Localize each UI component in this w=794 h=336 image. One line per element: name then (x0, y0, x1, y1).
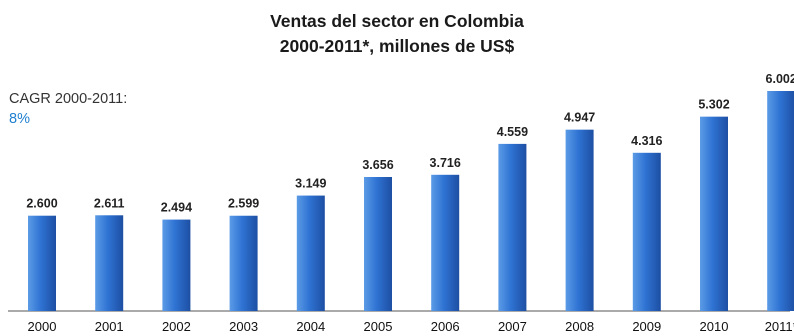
bar-2009 (632, 152, 661, 311)
value-label: 3.149 (295, 177, 326, 191)
value-label: 4.559 (497, 125, 528, 139)
category-label: 2009 (632, 319, 661, 334)
category-label: 2003 (229, 319, 258, 334)
category-label: 2008 (565, 319, 594, 334)
value-label: 2.600 (26, 197, 57, 211)
bar-2001 (95, 215, 124, 311)
chart-title-line1: Ventas del sector en Colombia (270, 11, 524, 31)
bar-2002 (162, 219, 191, 311)
value-label: 3.656 (362, 158, 393, 172)
bar-2006 (431, 174, 460, 311)
category-label: 2001 (95, 319, 124, 334)
bar-2004 (296, 195, 325, 311)
bar-2011 (767, 91, 794, 311)
category-label: 2007 (498, 319, 527, 334)
value-label: 2.611 (94, 196, 125, 210)
value-label: 4.316 (631, 134, 662, 148)
bar-2010 (700, 116, 728, 311)
category-label: 2004 (296, 319, 325, 334)
category-label: 2002 (162, 319, 191, 334)
category-label: 2005 (364, 319, 393, 334)
chart-title-line2: 2000-2011*, millones de US$ (279, 36, 515, 56)
value-label: 6.002 (766, 72, 794, 86)
bar-2007 (498, 143, 527, 311)
cagr-label: CAGR 2000-2011: (9, 91, 128, 107)
bar-2005 (364, 176, 392, 311)
bar-2008 (565, 129, 594, 311)
bar-2003 (229, 215, 258, 311)
category-label: 2011* (765, 319, 794, 334)
value-label: 3.716 (430, 156, 461, 170)
category-label: 2006 (431, 319, 460, 334)
value-label: 2.599 (228, 197, 259, 211)
cagr-value: 8% (9, 111, 30, 127)
value-label: 4.947 (564, 111, 595, 125)
category-label: 2000 (28, 319, 57, 334)
value-label: 2.494 (161, 201, 192, 215)
value-label: 5.302 (698, 98, 729, 112)
bar-2000 (28, 215, 56, 311)
category-label: 2010 (700, 319, 729, 334)
